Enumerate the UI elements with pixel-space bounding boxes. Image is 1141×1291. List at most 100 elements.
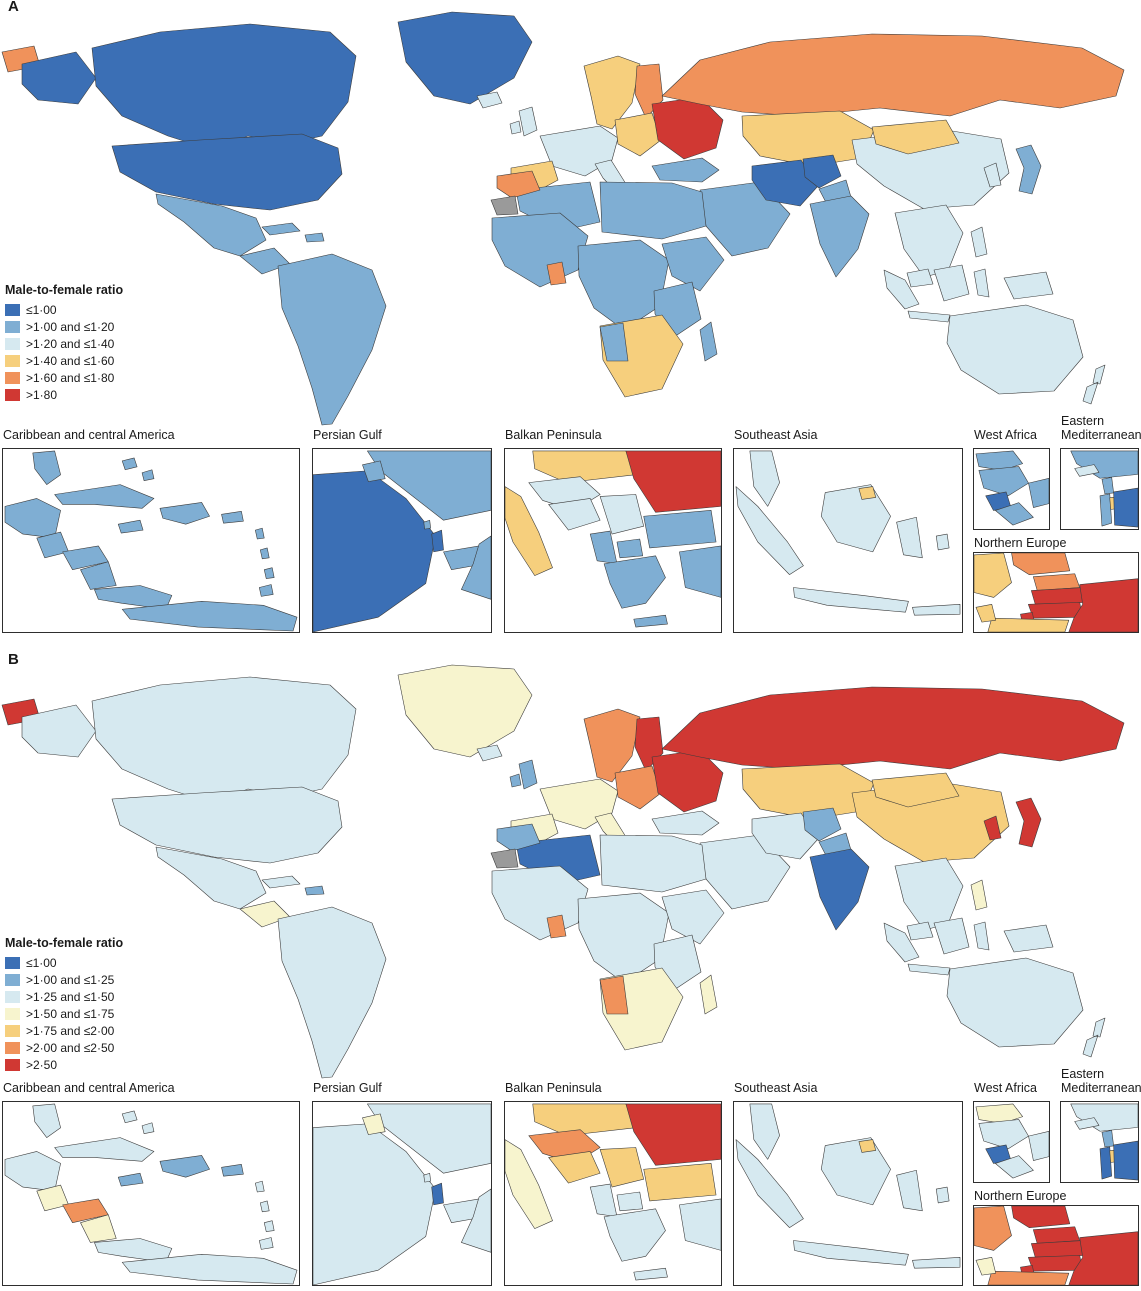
region-kuwait xyxy=(362,460,386,482)
region-oman xyxy=(461,535,491,600)
region-bahamas xyxy=(121,1110,155,1134)
region-lesser-sunda-islands xyxy=(912,604,961,616)
region-libya-egypt xyxy=(599,181,707,240)
region-norway-sweden xyxy=(583,55,641,130)
inset-balkan-title: Balkan Peninsula xyxy=(505,1081,602,1095)
region-ivory-coast xyxy=(1028,477,1049,508)
legend-row: >1·00 and ≤1·25 xyxy=(5,971,123,988)
region-ireland xyxy=(509,773,522,788)
region-bulgaria xyxy=(643,510,717,549)
legend-label: >1·50 and ≤1·75 xyxy=(26,1006,115,1021)
region-south-america xyxy=(277,253,387,426)
region-west-africa xyxy=(491,865,589,941)
region-syria xyxy=(1070,450,1138,479)
region-sweden xyxy=(974,1206,1012,1251)
region-kazakhstan xyxy=(741,110,875,167)
region-belarus-russia xyxy=(1068,1231,1138,1285)
region-austria-hungary xyxy=(532,450,637,483)
legend-label: >2·00 and ≤2·50 xyxy=(26,1040,115,1055)
region-denmark xyxy=(975,604,997,623)
region-alaska xyxy=(21,51,97,105)
region-nigeria-central-africa xyxy=(577,892,670,984)
legend-swatch xyxy=(5,956,20,969)
region-russia xyxy=(661,33,1125,117)
legend-label: >1·75 and ≤2·00 xyxy=(26,1023,115,1038)
region-central-europe xyxy=(614,112,662,157)
region-puerto-rico xyxy=(221,511,244,524)
inset-balkan-map xyxy=(504,1101,722,1286)
region-lithuania xyxy=(1028,602,1083,619)
region-turkey xyxy=(651,157,720,183)
region-new-guinea xyxy=(1003,271,1054,300)
region-nicaragua xyxy=(80,1214,117,1243)
legend-swatch xyxy=(5,371,20,384)
region-japan xyxy=(1015,144,1042,195)
world-map-b xyxy=(0,661,1141,1081)
region-greece xyxy=(603,555,666,609)
region-namibia xyxy=(599,975,629,1015)
region-afghanistan xyxy=(802,807,842,842)
region-liberia xyxy=(995,502,1034,526)
region-madagascar xyxy=(699,321,718,362)
region-poland xyxy=(987,617,1070,632)
panel-a: A Male-to-female r xyxy=(1,0,1141,633)
inset-caribbean-title: Caribbean and central America xyxy=(3,1081,175,1095)
region-lebanon xyxy=(1101,477,1114,495)
region-yucatan-mexico xyxy=(4,1151,61,1192)
legend-row: >1·00 and ≤1·20 xyxy=(5,318,123,335)
region-nigeria-central-africa xyxy=(577,239,670,331)
region-serbia xyxy=(599,494,645,535)
legend-label: >1·40 and ≤1·60 xyxy=(26,353,115,368)
region-sulawesi xyxy=(896,1169,923,1212)
region-brunei xyxy=(858,1139,877,1153)
region-cyprus xyxy=(1074,464,1100,477)
region-mainland-southeast-asia xyxy=(894,204,964,278)
legend-label: >1·80 xyxy=(26,387,58,402)
legend-row: >1·75 and ≤2·00 xyxy=(5,1022,123,1039)
region-finland xyxy=(1011,553,1071,576)
inset-caribbean-title: Caribbean and central America xyxy=(3,428,175,442)
legend-label: >1·60 and ≤1·80 xyxy=(26,370,115,385)
region-mongolia xyxy=(871,772,960,808)
inset-west-africa-map xyxy=(973,448,1050,530)
region-kuwait xyxy=(362,1113,386,1135)
legend-a-title: Male-to-female ratio xyxy=(5,283,124,297)
region-hispaniola xyxy=(159,502,210,525)
legend-swatch xyxy=(5,1058,20,1071)
region-italy-edge xyxy=(505,486,553,576)
region-hispaniola xyxy=(159,1155,210,1178)
region-afghanistan xyxy=(802,154,842,189)
region-usa xyxy=(111,133,343,211)
region-borneo xyxy=(820,1137,891,1206)
legend-swatch xyxy=(5,1007,20,1020)
panel-b: B Male-to-female r xyxy=(0,651,1141,1291)
inset-persian-gulf-title: Persian Gulf xyxy=(313,1081,382,1095)
region-sumatra xyxy=(735,486,804,575)
region-turkey xyxy=(651,810,720,836)
legend-row: >2·00 and ≤2·50 xyxy=(5,1039,123,1056)
region-iceland xyxy=(476,91,503,109)
inset-persian-gulf-map xyxy=(312,448,492,633)
region-liberia xyxy=(995,1155,1034,1179)
legend-swatch xyxy=(5,303,20,316)
region-western-sahara xyxy=(490,195,519,216)
legend-row: >1·60 and ≤1·80 xyxy=(5,369,123,386)
region-cuba xyxy=(261,222,301,236)
region-kazakhstan xyxy=(741,763,875,820)
inset-northern-europe-title: Northern Europe xyxy=(974,536,1067,550)
legend-label: >2·50 xyxy=(26,1057,58,1072)
region-puerto-rico xyxy=(221,1164,244,1177)
region-jordan xyxy=(1113,487,1138,528)
legend-swatch xyxy=(5,354,20,367)
inset-eastern-mediterranean-title: Eastern Mediterranean xyxy=(1061,1067,1141,1095)
region-yucatan-mexico xyxy=(4,498,61,539)
region-oman xyxy=(461,1188,491,1253)
legend-row: >1·50 and ≤1·75 xyxy=(5,1005,123,1022)
region-ghana xyxy=(546,914,567,939)
region-mongolia xyxy=(871,119,960,155)
region-lesser-antilles xyxy=(254,527,275,597)
inset-northern-europe-map xyxy=(973,1205,1139,1286)
legend-swatch xyxy=(5,973,20,986)
region-horn-of-africa xyxy=(661,236,725,292)
